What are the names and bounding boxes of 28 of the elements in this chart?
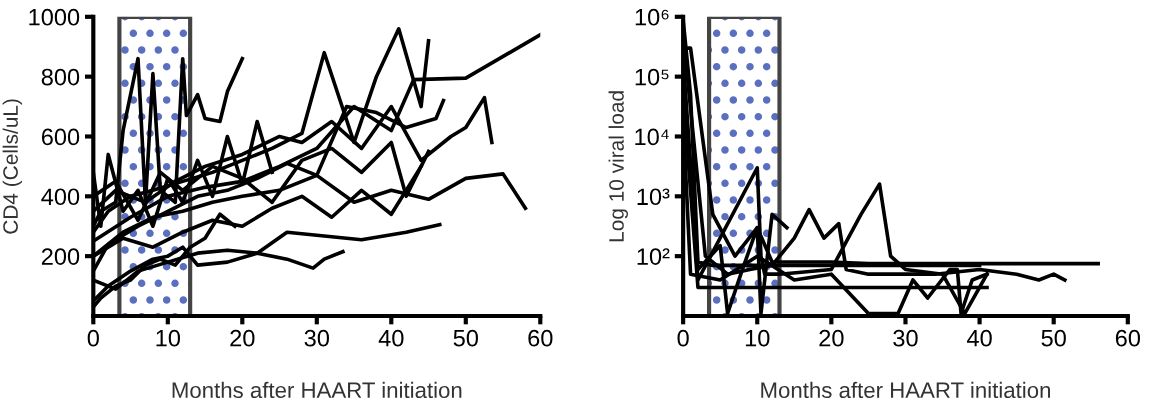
y-axis-title: CD4 (Cells/uL): [2, 99, 23, 234]
y-tick-label: 10⁵: [635, 68, 669, 86]
y-tick-label: 10²: [637, 248, 670, 265]
x-tick-label: 40: [967, 329, 992, 347]
x-tick-label: 60: [1115, 329, 1141, 347]
x-tick-label: 50: [1041, 329, 1066, 347]
x-tick-label: 40: [378, 329, 404, 347]
y-tick-label: 400: [41, 188, 80, 206]
x-tick-label: 60: [528, 329, 553, 347]
x-tick-label: 30: [893, 329, 918, 347]
x-tick-label: 20: [230, 329, 255, 347]
y-tick-label: 200: [41, 248, 80, 265]
x-tick-label: 0: [677, 329, 689, 347]
x-tick-label: 50: [453, 329, 478, 347]
x-tick-label: 10: [745, 329, 770, 347]
x-tick-label: 0: [87, 329, 99, 347]
y-tick-label: 10⁶: [635, 8, 669, 26]
y-tick-label: 1000: [29, 8, 80, 26]
y-tick-label: 600: [41, 128, 80, 146]
y-tick-label: 10⁴: [635, 128, 669, 146]
y-tick-label: 800: [41, 68, 80, 86]
y-axis-title: Log 10 viral load: [608, 91, 628, 242]
x-axis-title: Months after HAART initiation: [761, 381, 1050, 399]
x-axis-title: Months after HAART initiation: [172, 381, 462, 399]
x-tick-label: 30: [304, 329, 330, 347]
x-tick-label: 10: [156, 329, 181, 347]
x-tick-label: 20: [819, 329, 844, 347]
y-tick-label: 10³: [637, 188, 670, 206]
